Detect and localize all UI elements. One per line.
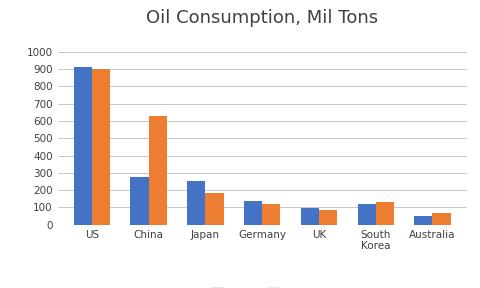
Bar: [432, 213, 450, 225]
Bar: [187, 181, 205, 225]
Bar: [300, 208, 318, 225]
Bar: [148, 116, 167, 225]
Bar: [262, 204, 280, 225]
Bar: [92, 69, 110, 225]
Bar: [73, 67, 92, 225]
Bar: [357, 204, 375, 225]
Bar: [205, 193, 223, 225]
Legend: 2003, 2018: 2003, 2018: [206, 282, 317, 288]
Bar: [318, 210, 336, 225]
Bar: [243, 201, 262, 225]
Bar: [375, 202, 393, 225]
Bar: [130, 177, 148, 225]
Title: Oil Consumption, Mil Tons: Oil Consumption, Mil Tons: [146, 10, 377, 27]
Bar: [413, 216, 432, 225]
